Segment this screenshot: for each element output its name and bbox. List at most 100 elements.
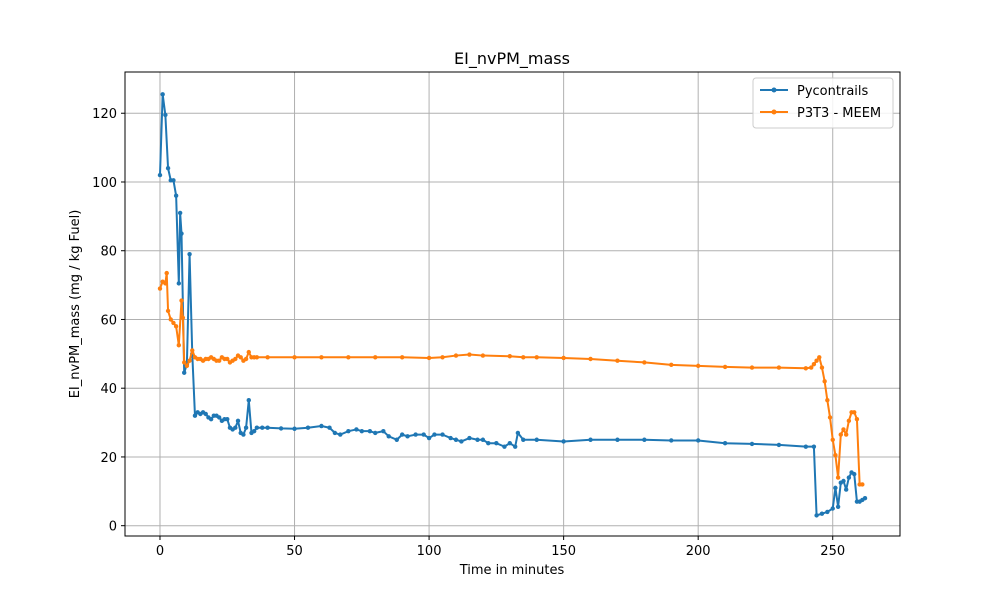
data-point-pycontrails [173,193,179,198]
data-point-p3t3-meem [521,355,526,360]
data-point-p3t3-meem [173,324,179,329]
data-point-pycontrails [243,425,249,430]
data-point-p3t3-meem [833,453,838,458]
data-point-pycontrails [413,432,418,437]
data-point-p3t3-meem [776,365,782,370]
data-point-pycontrails [182,370,187,375]
data-point-pycontrails [179,231,184,236]
data-point-pycontrails [432,432,437,437]
data-point-pycontrails [803,444,809,449]
y-tick-label-120: 120 [92,107,117,122]
data-point-pycontrails [260,425,265,430]
data-point-p3t3-meem [440,355,445,360]
data-point-p3t3-meem [803,366,809,371]
data-point-pycontrails [216,415,222,420]
data-point-pycontrails [669,438,674,443]
data-point-p3t3-meem [860,482,865,487]
data-point-pycontrails [327,425,332,430]
data-point-p3t3-meem [838,432,843,437]
data-point-pycontrails [225,416,230,422]
data-point-pycontrails [588,437,593,442]
data-point-pycontrails [192,413,198,418]
data-point-p3t3-meem [843,432,849,437]
data-point-p3t3-meem [233,356,238,362]
data-point-pycontrails [278,426,284,431]
data-point-pycontrails [163,112,168,118]
y-tick-label-100: 100 [92,176,117,191]
y-tick-label-20: 20 [100,451,117,466]
data-point-pycontrails [453,437,459,442]
data-point-pycontrails [722,441,728,446]
data-point-pycontrails [515,430,521,436]
data-point-pycontrails [177,210,183,216]
x-tick-label-100: 100 [417,544,442,559]
data-point-p3t3-meem [187,358,192,363]
series-pycontrails [157,92,868,518]
grid-lines [125,72,900,536]
data-point-p3t3-meem [246,349,251,355]
data-point-pycontrails [246,398,251,403]
plot-frame [124,71,901,537]
data-point-pycontrails [346,428,351,434]
data-point-pycontrails [521,437,526,442]
data-point-pycontrails [561,439,566,444]
data-point-pycontrails [373,430,378,436]
data-point-p3t3-meem [854,416,860,422]
data-point-pycontrails [814,513,819,518]
data-point-p3t3-meem [749,365,755,370]
x-tick-label-50: 50 [286,544,303,559]
data-point-pycontrails [512,444,518,449]
y-tick-label-0: 0 [109,520,117,535]
data-point-p3t3-meem [852,410,857,415]
data-point-pycontrails [695,438,701,443]
data-point-p3t3-meem [426,355,432,361]
data-point-pycontrails [171,178,176,183]
data-point-pycontrails [208,416,214,422]
data-point-pycontrails [825,509,830,515]
data-point-pycontrails [187,251,192,257]
data-point-pycontrails [254,425,260,430]
data-point-pycontrails [241,432,246,437]
data-point-pycontrails [819,511,825,516]
data-point-pycontrails [399,432,405,437]
data-point-p3t3-meem [190,348,195,353]
data-point-pycontrails [233,425,238,430]
data-point-p3t3-meem [467,352,472,357]
data-point-pycontrails [367,428,373,434]
data-point-p3t3-meem [164,270,169,276]
data-point-pycontrails [176,281,182,286]
data-point-p3t3-meem [168,317,173,322]
data-point-pycontrails [354,427,359,432]
data-point-p3t3-meem [534,355,539,360]
data-point-p3t3-meem [846,418,852,424]
data-point-pycontrails [862,495,868,501]
data-point-p3t3-meem [695,363,701,369]
data-point-p3t3-meem [179,298,184,303]
x-axis-label: Time in minutes [459,563,565,578]
axis-ticks: 0 50 100 150 200 250 0 20 40 60 80 100 120 [92,107,845,559]
data-point-pycontrails [811,444,817,449]
data-point-pycontrails [203,411,208,417]
y-axis-label: EI_nvPM_mass (mg / kg Fuel) [68,210,83,399]
data-point-pycontrails [394,437,399,442]
data-point-p3t3-meem [373,355,378,360]
data-point-pycontrails [835,504,841,509]
data-point-pycontrails [534,437,539,442]
data-point-pycontrails [841,478,846,484]
series-layer [157,92,868,518]
data-point-p3t3-meem [163,281,168,286]
data-point-p3t3-meem [507,354,513,359]
y-tick-label-80: 80 [100,245,117,260]
data-point-p3t3-meem [171,320,176,326]
data-point-pycontrails [359,428,365,434]
data-point-pycontrails [642,437,647,442]
data-point-p3t3-meem [811,361,817,367]
data-point-pycontrails [292,426,297,431]
data-point-p3t3-meem [346,355,351,360]
data-point-pycontrails [405,434,410,439]
data-point-p3t3-meem [184,363,190,369]
data-point-p3t3-meem [453,353,459,358]
data-point-p3t3-meem [827,415,833,420]
data-point-pycontrails [507,441,513,446]
